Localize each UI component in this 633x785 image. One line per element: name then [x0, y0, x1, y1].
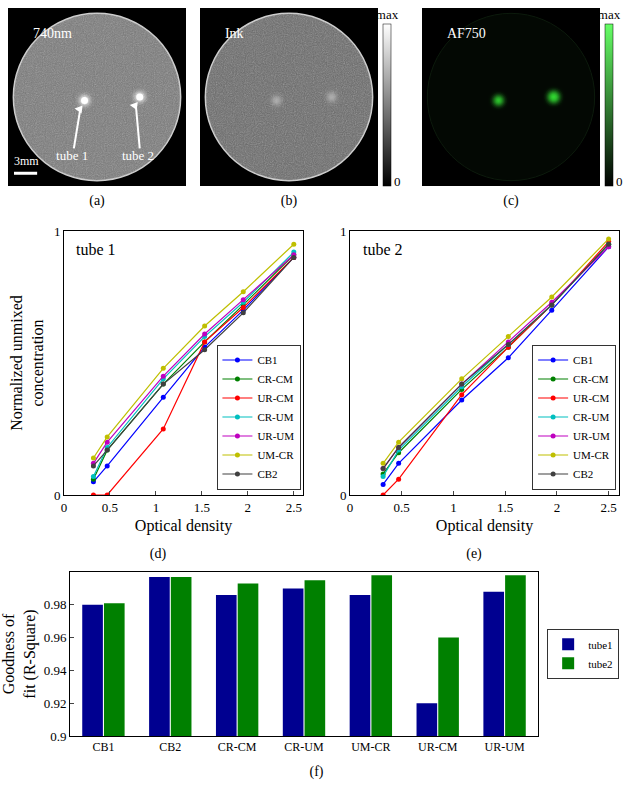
- svg-text:0.9: 0.9: [50, 729, 66, 744]
- svg-text:2.5: 2.5: [286, 500, 302, 515]
- svg-text:CB2: CB2: [257, 468, 277, 480]
- svg-text:CR-UM: CR-UM: [573, 411, 609, 423]
- svg-text:CB2: CB2: [159, 740, 181, 754]
- svg-text:1.5: 1.5: [194, 500, 210, 515]
- svg-text:CR-CM: CR-CM: [573, 373, 609, 385]
- svg-text:UR-UM: UR-UM: [573, 430, 610, 442]
- svg-text:0: 0: [54, 488, 61, 503]
- svg-text:UR-CM: UR-CM: [573, 392, 609, 404]
- html-text:(d): (d): [149, 546, 167, 561]
- svg-text:UM-CR: UM-CR: [573, 449, 610, 461]
- svg-text:0: 0: [616, 174, 623, 189]
- html-text:(e): (e): [466, 546, 482, 561]
- svg-text:740nm: 740nm: [33, 26, 72, 41]
- svg-text:CB1: CB1: [573, 354, 593, 366]
- svg-text:tube 1: tube 1: [56, 148, 88, 163]
- svg-text:0: 0: [347, 500, 354, 515]
- svg-text:1: 1: [340, 224, 347, 239]
- html-text:(a): (a): [89, 193, 105, 208]
- svg-text:tube 2: tube 2: [122, 148, 154, 163]
- svg-text:tube 2: tube 2: [363, 241, 403, 258]
- svg-text:2.5: 2.5: [601, 500, 617, 515]
- svg-text:0: 0: [340, 488, 347, 503]
- svg-text:AF750: AF750: [447, 26, 486, 41]
- svg-text:0.94: 0.94: [44, 663, 67, 678]
- svg-text:max: max: [376, 7, 399, 22]
- svg-text:max: max: [598, 7, 621, 22]
- svg-text:2: 2: [554, 500, 561, 515]
- svg-text:UM-CR: UM-CR: [257, 449, 294, 461]
- svg-text:1: 1: [54, 224, 61, 239]
- html-text:(b): (b): [280, 193, 298, 208]
- svg-text:UR-CM: UR-CM: [257, 392, 293, 404]
- svg-text:0.96: 0.96: [44, 630, 67, 645]
- svg-text:UM-CR: UM-CR: [351, 740, 390, 754]
- svg-text:CB2: CB2: [573, 468, 593, 480]
- svg-text:0.5: 0.5: [102, 500, 118, 515]
- svg-text:3mm: 3mm: [14, 154, 39, 168]
- svg-text:1: 1: [153, 500, 160, 515]
- svg-text:0: 0: [394, 174, 401, 189]
- svg-text:CR-UM: CR-UM: [257, 411, 293, 423]
- svg-text:tube2: tube2: [588, 658, 612, 670]
- html-text:(c): (c): [503, 193, 519, 208]
- svg-text:Goodness offit (R-Square): Goodness offit (R-Square): [0, 609, 39, 698]
- svg-text:CR-UM: CR-UM: [284, 740, 324, 754]
- svg-text:Optical density: Optical density: [135, 517, 232, 535]
- svg-text:0.92: 0.92: [44, 696, 67, 711]
- svg-text:0.5: 0.5: [394, 500, 410, 515]
- svg-text:CB1: CB1: [257, 354, 277, 366]
- svg-text:CR-CM: CR-CM: [218, 740, 257, 754]
- svg-text:0.98: 0.98: [44, 597, 67, 612]
- svg-text:UR-UM: UR-UM: [485, 740, 525, 754]
- svg-text:tube1: tube1: [588, 639, 612, 651]
- svg-text:tube 1: tube 1: [76, 241, 116, 258]
- svg-text:1.5: 1.5: [497, 500, 513, 515]
- svg-text:Normalized unmixedconcentratio: Normalized unmixedconcentration: [8, 295, 46, 431]
- svg-text:UR-UM: UR-UM: [257, 430, 294, 442]
- svg-text:UR-CM: UR-CM: [418, 740, 458, 754]
- svg-text:2: 2: [245, 500, 252, 515]
- html-text:(f): (f): [309, 764, 324, 779]
- svg-text:Ink: Ink: [225, 26, 244, 41]
- svg-text:0: 0: [61, 500, 68, 515]
- svg-text:CR-CM: CR-CM: [257, 373, 293, 385]
- svg-text:Optical density: Optical density: [436, 517, 533, 535]
- svg-text:1: 1: [450, 500, 457, 515]
- svg-text:CB1: CB1: [92, 740, 114, 754]
